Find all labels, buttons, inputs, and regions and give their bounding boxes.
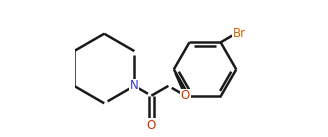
Text: N: N <box>130 79 139 92</box>
Text: Br: Br <box>233 27 246 40</box>
Text: O: O <box>147 119 156 132</box>
Text: O: O <box>181 89 190 102</box>
